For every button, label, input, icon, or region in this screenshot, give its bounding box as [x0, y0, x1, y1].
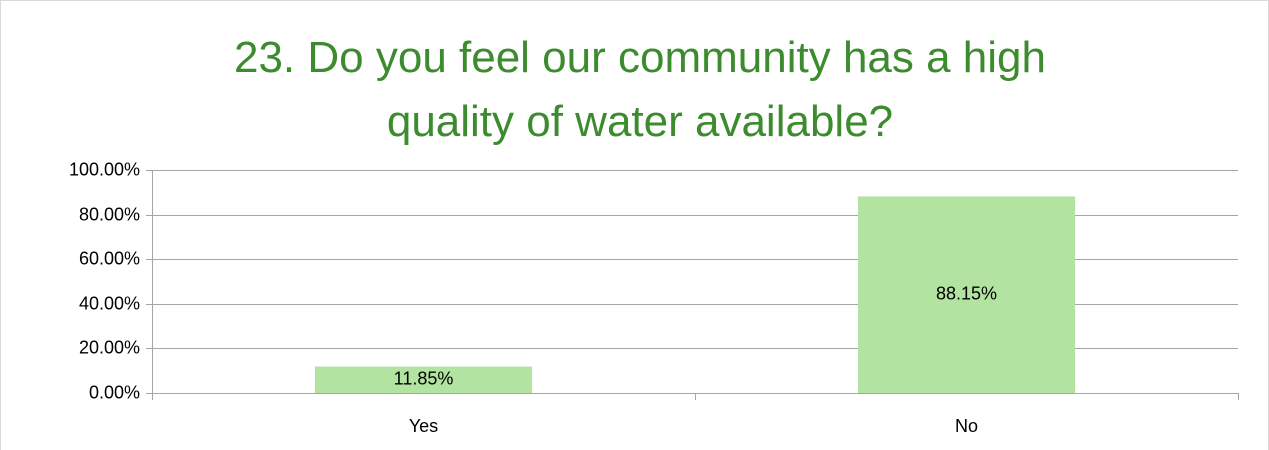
- bar: [857, 196, 1076, 393]
- data-label: 11.85%: [394, 369, 454, 389]
- chart-title: 23. Do you feel our community has a high…: [233, 33, 1046, 146]
- y-tick-label: 20.00%: [79, 337, 140, 357]
- x-tick-label: No: [955, 416, 978, 436]
- y-tick-label: 100.00%: [69, 159, 140, 179]
- data-label: 88.15%: [936, 283, 997, 303]
- y-tick-label: 60.00%: [79, 248, 140, 268]
- y-tick-label: 40.00%: [79, 293, 140, 313]
- y-tick-label: 0.00%: [89, 382, 140, 402]
- bar: [314, 366, 533, 393]
- y-tick-label: 80.00%: [79, 204, 140, 224]
- x-tick-label: Yes: [409, 416, 438, 436]
